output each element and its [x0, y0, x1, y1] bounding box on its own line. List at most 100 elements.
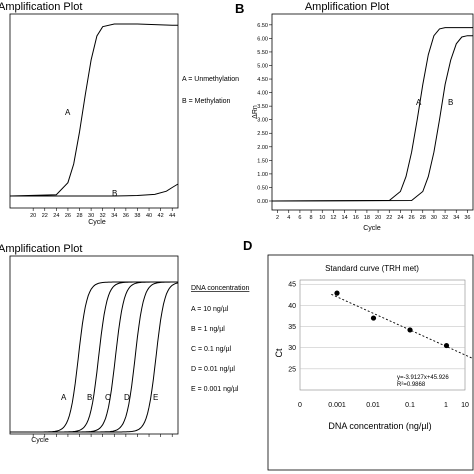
panel-b-curves: [271, 27, 473, 202]
panel-a-x-ticks: 20 22 24 26 28 30 32 34 36 38 40 42 44: [30, 208, 175, 219]
panel-d-title: Standard curve (TRH met): [325, 264, 419, 273]
panel-d-y-ticks: 25 30 35 40 45: [288, 282, 296, 374]
panel-d-x-tick-label: 0.001: [328, 402, 346, 409]
panel-d-x-tick-label: 0.01: [366, 402, 380, 409]
panel-c-curve-a: [10, 281, 178, 433]
panel-b-y-tick-label: 3.50: [257, 104, 268, 110]
panel-d: D Standard curve (TRH met) 25 30 35 40 45 0 0…: [243, 238, 474, 471]
panel-d-x-tick-label: 1: [444, 402, 448, 409]
panel-a-x-tick-label: 40: [146, 213, 152, 219]
panel-d-x-tick-label: 10: [461, 402, 469, 409]
panel-a-x-tick-label: 34: [111, 213, 117, 219]
panel-c-curve-e: [10, 282, 179, 433]
panel-b-y-tick-label: 6.00: [257, 36, 268, 42]
panel-b-y-tick-label: 5.00: [257, 63, 268, 69]
panel-b-curve-label-a: A: [416, 98, 422, 107]
panel-d-y-tick-label: 25: [288, 366, 296, 373]
panel-c-legend-item-e: E = 0.001 ng/µl: [191, 386, 239, 393]
panel-c-legend-item-d: D = 0.01 ng/µl: [191, 366, 235, 373]
panel-a-x-tick-label: 30: [88, 213, 94, 219]
panel-d-data-point: [443, 342, 450, 349]
panel-a-curve-label-b: B: [112, 189, 117, 198]
panel-a-curve-label-a: A: [65, 108, 71, 117]
panel-b-y-tick-label: 0.00: [257, 199, 268, 205]
panel-b-x-tick-label: 28: [420, 215, 426, 221]
panel-a-title: Amplification Plot: [0, 1, 82, 13]
panel-a-x-tick-label: 44: [169, 213, 175, 219]
panel-b-x-tick-label: 32: [442, 215, 448, 221]
panel-b-x-tick-label: 8: [310, 215, 313, 221]
panel-d-y-tick-label: 45: [288, 282, 296, 289]
panel-b-y-tick-label: 2.00: [257, 145, 268, 151]
panel-c-curve-b: [10, 281, 178, 433]
panel-d-x-tick-label: 0: [298, 402, 302, 409]
panel-a-x-tick-label: 24: [53, 213, 59, 219]
panel-c-legend-item-c: C = 0.1 ng/µl: [191, 346, 231, 353]
panel-d-x-tick-label: 0.1: [405, 402, 415, 409]
panel-a-x-tick-label: 36: [123, 213, 129, 219]
panel-b-x-tick-label: 4: [287, 215, 290, 221]
panel-a-x-tick-label: 26: [65, 213, 71, 219]
panel-a: Amplification Plot 20 22 24 26 28 30 32 34 36 38 4…: [0, 1, 239, 226]
panel-b-x-ticks: 2 4 6 8 10 12 14 16 18 20 22 24 26 28 30 32 34 36: [276, 210, 470, 221]
panel-d-data-point: [407, 327, 413, 333]
panel-c-legend-item-b: B = 1 ng/µl: [191, 326, 225, 333]
panel-b-x-tick-label: 24: [397, 215, 403, 221]
panel-c-curve-label-e: E: [153, 393, 158, 402]
panel-b-curve-label-b: B: [448, 98, 453, 107]
panel-c-legend-item-a: A = 10 ng/µl: [191, 306, 229, 313]
panel-d-letter: D: [243, 238, 252, 253]
panel-c: Amplification Plot A B C D E Cycle DNA c…: [0, 243, 249, 444]
panel-b-x-tick-label: 34: [453, 215, 459, 221]
panel-c-curve-d: [10, 281, 178, 433]
panel-c-curve-label-c: C: [105, 393, 111, 402]
panel-c-curve-label-a: A: [61, 393, 67, 402]
panel-d-regression-line: [331, 293, 473, 359]
panel-c-x-ticks: [32, 434, 173, 437]
panel-b-letter: B: [235, 1, 244, 16]
panel-a-plot-frame: [9, 13, 179, 209]
panel-b-y-tick-label: 4.00: [257, 91, 268, 97]
panel-c-x-axis-label: Cycle: [31, 437, 49, 444]
panel-a-x-axis-label: Cycle: [88, 219, 106, 226]
panel-c-title: Amplification Plot: [0, 243, 82, 255]
panel-a-x-tick-label: 28: [76, 213, 82, 219]
panel-d-x-axis-label: DNA concentration (ng/µl): [328, 421, 431, 431]
panel-b-y-ticks: 0.00 0.50 1.00 1.50 2.00 2.50 3.00 3.50 4.00 4.50…: [257, 23, 272, 205]
panel-a-legend-item-a: A = Unmethylation: [182, 76, 239, 83]
panel-b-x-tick-label: 12: [330, 215, 336, 221]
panel-d-grid: [300, 283, 465, 370]
panel-b: B Amplification Plot ΔRn 0.00 0.50 1.00 1.5…: [235, 1, 474, 232]
panel-b-plot-frame: [271, 13, 474, 211]
panel-d-equation: y=-3.9127x+45.926: [397, 375, 449, 381]
panel-b-x-tick-label: 6: [298, 215, 301, 221]
panel-a-curve-b: [10, 183, 179, 197]
panel-a-x-tick-label: 42: [158, 213, 164, 219]
panel-d-y-tick-label: 30: [288, 345, 296, 352]
panel-b-x-tick-label: 36: [464, 215, 470, 221]
panel-c-curve-label-d: D: [124, 393, 130, 402]
panel-d-outer-frame: [267, 254, 474, 471]
panel-b-y-tick-label: 2.50: [257, 131, 268, 137]
panel-c-curve-c: [10, 281, 178, 433]
panel-b-x-tick-label: 2: [276, 215, 279, 221]
panel-d-data-point: [370, 315, 377, 321]
panel-b-curve-a: [271, 27, 473, 202]
panel-a-curves: [9, 23, 179, 197]
panel-c-curves: [10, 281, 179, 433]
panel-a-x-tick-label: 20: [30, 213, 36, 219]
panel-d-points: [334, 290, 450, 349]
panel-a-x-tick-label: 38: [134, 213, 140, 219]
panel-b-x-tick-label: 18: [364, 215, 370, 221]
panel-d-y-tick-label: 40: [288, 303, 296, 310]
panel-b-x-tick-label: 10: [319, 215, 325, 221]
panel-d-y-tick-label: 35: [288, 324, 296, 331]
panel-b-y-tick-label: 4.50: [257, 77, 268, 83]
panel-a-x-tick-label: 22: [42, 213, 48, 219]
panel-d-plot-frame: [299, 279, 466, 391]
panel-b-x-axis-label: Cycle: [363, 225, 381, 232]
panel-b-x-tick-label: 14: [342, 215, 348, 221]
panel-b-x-tick-label: 26: [409, 215, 415, 221]
panel-a-legend-item-b: B = Methylation: [182, 98, 231, 105]
